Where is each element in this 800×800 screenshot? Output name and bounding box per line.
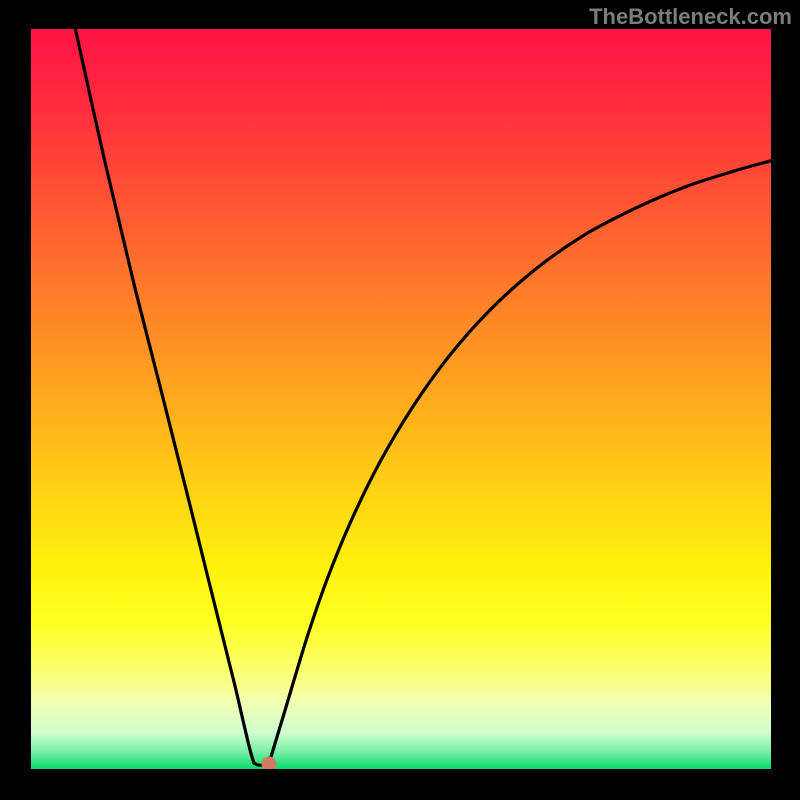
optimal-point-marker [261, 756, 276, 769]
watermark-text: TheBottleneck.com [589, 4, 792, 30]
bottleneck-curve [75, 29, 771, 765]
chart-plot-area [31, 29, 771, 769]
chart-curve-layer [31, 29, 771, 769]
